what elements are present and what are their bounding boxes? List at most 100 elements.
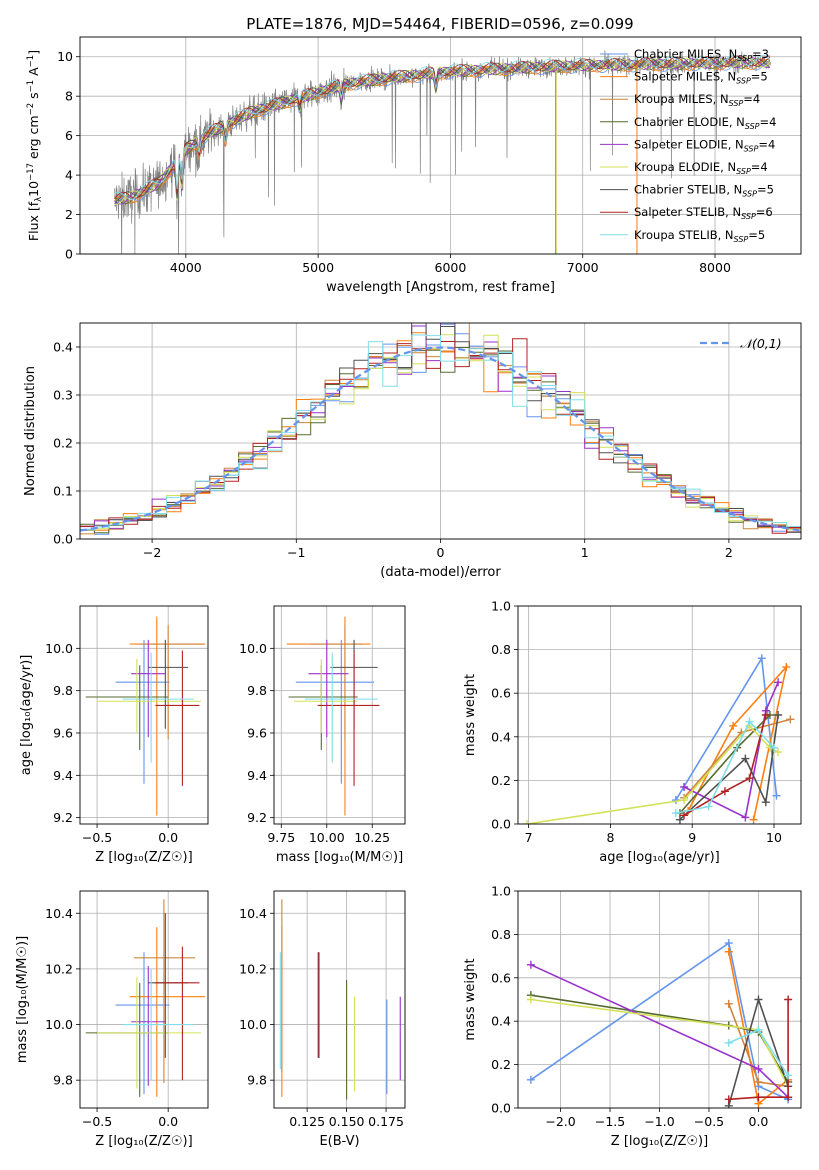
weight_vs_age-series-line [683, 718, 791, 799]
weight_vs_age-plot-area [522, 654, 795, 824]
legend-label: Chabrier STELIB, NSSP=5 [634, 183, 774, 199]
weight_vs_age-marker [774, 711, 783, 719]
spectrum-ytick-label: 4 [65, 168, 73, 183]
mass_vs_Z-point-1 [129, 927, 206, 1097]
mass_vs_Z-ytick-label: 10.0 [45, 1017, 73, 1032]
mass_vs_ebv-xtick-label: 0.150 [329, 1114, 365, 1129]
weight_vs_age-marker [680, 811, 689, 820]
residuals-xtick-label: −2 [143, 545, 161, 560]
age_vs_Z-ytick-label: 9.6 [53, 725, 73, 740]
spectrum-xtick-label: 7000 [567, 260, 599, 275]
age_vs_Z-frame [79, 605, 209, 825]
age_vs_Z-plot-area [85, 616, 206, 816]
weight_vs_Z-xtick-label: −2.0 [545, 1114, 575, 1129]
legend-label-tail: =4 [751, 160, 768, 174]
legend-label-sub: SSP [737, 54, 752, 63]
legend-label-tail: =5 [757, 183, 774, 197]
weight_vs_Z-marker [754, 1093, 763, 1102]
residual-legend-label: 𝒩(0,1) [740, 336, 782, 351]
spectrum-ylabel-part: A [26, 67, 41, 80]
legend-label-main: Kroupa MILES, N [634, 92, 729, 106]
weight_vs_age-marker [749, 815, 758, 824]
spectrum-xtick-label: 4000 [170, 260, 202, 275]
mass_vs_ebv-grid [274, 891, 405, 1108]
weight_vs_Z-ytick-label: 0.6 [491, 970, 511, 985]
legend-label-tail: =5 [751, 70, 768, 84]
weight_vs_age-panel: 7 8 9 10 0.0 0.2 0.4 0.6 0.8 1.0 age [log₁₀(age/yr… [463, 599, 802, 865]
weight_vs_Z-marker [754, 995, 763, 1004]
age_vs_mass-frame [273, 605, 406, 825]
age_vs_Z-ytick-label: 10.0 [45, 641, 73, 656]
legend-label-tail: =4 [758, 137, 775, 151]
legend-label-tail: =5 [748, 228, 765, 242]
weight_vs_age-ytick-label: 1.0 [491, 599, 511, 614]
weight_vs_age-marker [745, 774, 754, 783]
age_vs_mass-grid [274, 606, 405, 824]
legend-label-tail: =6 [756, 205, 773, 219]
legend-label-main: Kroupa ELODIE, N [634, 160, 736, 174]
legend-label-main: Chabrier ELODIE, N [634, 115, 745, 129]
spectrum-ylabel-part: −1 [26, 55, 36, 68]
age_vs_Z-point-0 [115, 639, 170, 784]
residuals-xtick-label: 0 [437, 545, 445, 560]
mass_vs_Z-xtick-label: 0.0 [158, 1114, 178, 1129]
weight_vs_age-ytick-label: 0.8 [491, 642, 511, 657]
weight_vs_age-ytick-label: 0.6 [491, 686, 511, 701]
legend-label: Salpeter ELODIE, NSSP=4 [634, 137, 775, 153]
residuals-xtick-label: −1 [287, 545, 305, 560]
legend-label: Kroupa STELIB, NSSP=5 [634, 228, 765, 244]
legend-label-sub: SSP [742, 190, 757, 199]
weight_vs_age-marker [761, 711, 770, 719]
residuals-ytick-label: 0.2 [53, 436, 73, 451]
spectrum-ytick-label: 10 [57, 49, 73, 64]
weight_vs_age-marker [774, 748, 783, 757]
spectrum-xtick-label: 5000 [302, 260, 334, 275]
weight_vs_Z-marker [526, 960, 535, 969]
mass_vs_Z-frame [79, 890, 209, 1109]
spectrum-panel: 4000 5000 6000 7000 8000 0 2 4 6 8 10 wavelength [A… [26, 36, 802, 295]
legend-label-sub: SSP [736, 77, 751, 86]
legend-label-sub: SSP [744, 144, 759, 153]
age_vs_mass-point-0 [295, 639, 375, 784]
residual-histogram-8 [80, 334, 801, 539]
spectrum-ylabel-part: −1 [26, 80, 36, 93]
age_vs_mass-point-8 [304, 652, 378, 763]
weight_vs_Z-marker [784, 995, 793, 1004]
age_vs_Z-point-4 [131, 639, 166, 738]
spectrum-ytick-label: 8 [65, 89, 73, 104]
weight_vs_age-series-line [675, 720, 775, 814]
mass_vs_ebv-frame [273, 890, 406, 1109]
age_vs_Z-xtick-label: 0.0 [158, 830, 178, 845]
weight_vs_Z-marker [724, 1038, 733, 1047]
weight_vs_age-marker [741, 813, 750, 822]
weight_vs_age-series-line [683, 681, 779, 819]
age_vs_Z-point-7 [155, 650, 200, 786]
weight_vs_Z-xtick-label: −1.5 [595, 1114, 625, 1129]
weight_vs_age-xtick-label: 7 [525, 830, 533, 845]
residuals-xlabel: (data-model)/error [380, 565, 501, 580]
weight_vs_age-xlabel: age [log₁₀(age/yr)] [599, 850, 720, 865]
spectrum-ytick-label: 0 [65, 247, 73, 262]
weight_vs_Z-marker [784, 1071, 793, 1080]
weight_vs_Z-marker [526, 995, 535, 1004]
residuals-plot-area [80, 323, 801, 539]
mass_vs_ebv-panel: 0.125 0.150 0.175 9.8 10.0 10.2 10.4 E(B-V) [239, 890, 406, 1149]
weight_vs_age-ytick-label: 0.0 [491, 817, 511, 832]
age_vs_mass-ytick-label: 9.8 [247, 683, 267, 698]
legend-label: Kroupa ELODIE, NSSP=4 [634, 160, 768, 176]
residuals-ytick-label: 0.0 [53, 532, 73, 547]
age_vs_mass-point-1 [286, 616, 371, 816]
legend-label-tail: =3 [752, 47, 769, 61]
mass_vs_Z-ytick-label: 10.4 [45, 906, 73, 921]
weight_vs_age-marker [675, 815, 684, 824]
weight_vs_Z-ytick-label: 0.8 [491, 927, 511, 942]
weight_vs_age-marker [741, 754, 750, 763]
age_vs_mass-point-3 [288, 665, 358, 750]
legend-label-main: Salpeter MILES, N [634, 70, 736, 84]
spectrum-ytick-label: 2 [65, 207, 73, 222]
weight_vs_age-marker [770, 743, 779, 752]
legend-label-sub: SSP [745, 122, 760, 131]
legend-label-main: Salpeter ELODIE, N [634, 137, 744, 151]
normal-reference-curve [80, 346, 801, 532]
